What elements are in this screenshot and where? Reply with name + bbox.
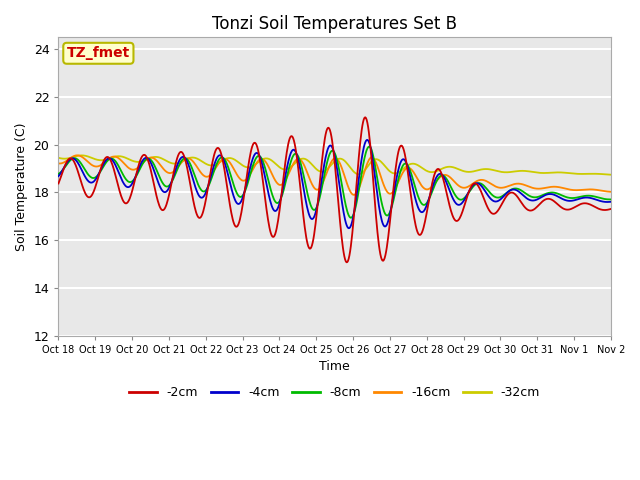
- -2cm: [362, 114, 369, 120]
- -32cm: [392, 170, 400, 176]
- -4cm: [54, 173, 62, 179]
- Line: -16cm: -16cm: [58, 156, 611, 195]
- Line: -32cm: -32cm: [58, 156, 611, 175]
- -8cm: [269, 194, 277, 200]
- -32cm: [120, 154, 128, 160]
- -4cm: [424, 199, 432, 205]
- -4cm: [269, 206, 277, 212]
- -4cm: [607, 199, 614, 204]
- -8cm: [393, 182, 401, 188]
- -2cm: [120, 198, 127, 204]
- -2cm: [248, 144, 256, 149]
- -8cm: [365, 144, 373, 149]
- -16cm: [350, 192, 358, 198]
- -4cm: [248, 157, 256, 163]
- -16cm: [74, 153, 81, 158]
- -8cm: [424, 198, 432, 204]
- -32cm: [607, 172, 614, 178]
- -2cm: [607, 206, 614, 212]
- -16cm: [393, 182, 401, 188]
- -32cm: [77, 153, 85, 158]
- -2cm: [221, 169, 228, 175]
- -16cm: [249, 167, 257, 172]
- -2cm: [424, 204, 432, 209]
- Line: -2cm: -2cm: [58, 117, 611, 262]
- -4cm: [120, 180, 127, 186]
- -2cm: [342, 259, 350, 265]
- Text: TZ_fmet: TZ_fmet: [67, 46, 130, 60]
- -4cm: [345, 225, 353, 231]
- -16cm: [54, 160, 62, 166]
- -16cm: [424, 186, 432, 192]
- -4cm: [364, 137, 371, 143]
- -16cm: [270, 175, 278, 180]
- Y-axis label: Soil Temperature (C): Soil Temperature (C): [15, 122, 28, 251]
- -8cm: [347, 215, 355, 221]
- Line: -4cm: -4cm: [58, 140, 611, 228]
- -32cm: [423, 168, 431, 174]
- -2cm: [54, 180, 62, 186]
- -32cm: [221, 156, 229, 162]
- Title: Tonzi Soil Temperatures Set B: Tonzi Soil Temperatures Set B: [212, 15, 457, 33]
- -8cm: [248, 165, 256, 171]
- -16cm: [607, 189, 614, 195]
- -8cm: [54, 171, 62, 177]
- X-axis label: Time: Time: [319, 360, 350, 373]
- Legend: -2cm, -4cm, -8cm, -16cm, -32cm: -2cm, -4cm, -8cm, -16cm, -32cm: [124, 381, 545, 404]
- -4cm: [221, 160, 228, 166]
- Line: -8cm: -8cm: [58, 146, 611, 218]
- -16cm: [120, 160, 128, 166]
- -8cm: [120, 172, 127, 178]
- -32cm: [270, 159, 278, 165]
- -32cm: [54, 155, 62, 161]
- -2cm: [393, 156, 401, 162]
- -4cm: [393, 173, 401, 179]
- -8cm: [221, 157, 228, 163]
- -16cm: [221, 156, 229, 162]
- -2cm: [269, 234, 277, 240]
- -8cm: [607, 196, 614, 202]
- -32cm: [249, 163, 257, 169]
